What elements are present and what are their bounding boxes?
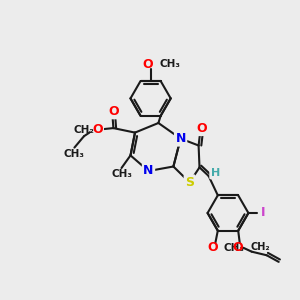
Text: O: O: [92, 123, 103, 136]
Text: N: N: [176, 132, 186, 145]
Text: O: O: [108, 105, 119, 118]
Text: CH₂: CH₂: [250, 242, 270, 252]
Text: CH₃: CH₃: [223, 243, 244, 253]
Text: O: O: [232, 241, 243, 254]
Text: O: O: [207, 241, 218, 254]
Text: H: H: [211, 168, 220, 178]
Text: S: S: [185, 176, 194, 189]
Text: I: I: [260, 206, 265, 220]
Text: CH₂: CH₂: [74, 125, 94, 135]
Text: O: O: [196, 122, 207, 135]
Text: CH₃: CH₃: [64, 149, 85, 159]
Text: O: O: [142, 58, 153, 71]
Text: CH₃: CH₃: [160, 59, 181, 69]
Text: N: N: [143, 164, 154, 178]
Text: CH₃: CH₃: [111, 169, 132, 179]
